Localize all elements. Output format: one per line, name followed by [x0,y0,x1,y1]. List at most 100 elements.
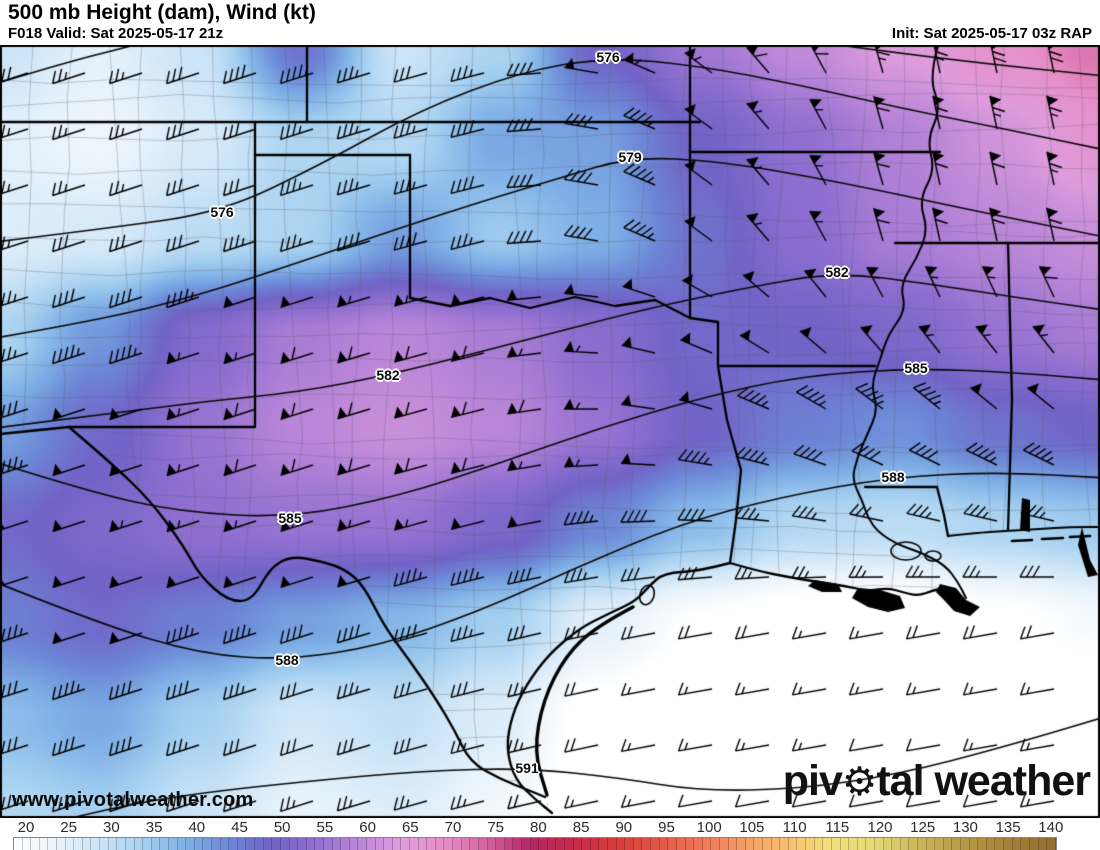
colorbar-cell [633,838,643,850]
colorbar-cell [1021,838,1030,850]
contour-label-588: 588 [275,652,299,668]
colorbar-cell [487,838,497,850]
colorbar-cell [384,838,393,850]
colorbar-tick-label: 100 [696,819,722,836]
contour-label-585: 585 [278,510,302,526]
colorbar-cell [496,838,505,850]
colorbar-cell [745,838,755,850]
colorbar-cell [401,838,411,850]
colorbar-tick-label: 45 [231,819,248,836]
colorbar-cell [849,838,858,850]
colorbar-tick-label: 110 [782,819,807,836]
colorbar-cell [444,838,454,850]
colorbar-cell [719,838,729,850]
colorbar-tick-label: 95 [658,819,675,836]
colorbar-cell [349,838,359,850]
colorbar-cell [900,838,910,850]
pivotal-weather-logo: piv⚙tal weather [782,757,1091,806]
colorbar-cell [728,838,738,850]
colorbar-cell [255,838,264,850]
colorbar-cell [797,838,807,850]
colorbar-tick-label: 35 [145,819,163,836]
colorbar-cell [573,838,583,850]
colorbar-cell [272,838,281,850]
colorbar-footer: 20 25 30 35 40 45 50 55 60 65 70 75 80 85 90 95 100 105 11… [0,818,1100,850]
colorbar-cell [315,838,324,850]
colorbar-cell [229,838,238,850]
init-time-label: Init: Sat 2025-05-17 03z RAP [891,25,1092,42]
colorbar-tick-label: 50 [273,819,291,836]
contour-label-582: 582 [376,367,400,383]
colorbar-cell [151,838,161,850]
colorbar-cell [909,838,918,850]
colorbar-cell [82,838,92,850]
colorbar-tick-labels: 20 25 30 35 40 45 50 55 60 65 70 75 80 85 90 95 100 105 11… [0,819,1100,836]
colorbar-cell [521,838,531,850]
colorbar-cell [676,838,686,850]
colorbar-cell [14,838,23,850]
colorbar-cell [599,838,609,850]
colorbar-cell [763,838,772,850]
colorbar-cell [952,838,962,850]
colorbar-cell [806,838,815,850]
colorbar-cell [306,838,316,850]
colorbar-cell [237,838,247,850]
colorbar-cell [117,838,126,850]
colorbar-cell [31,838,40,850]
contour-label-585: 585 [904,360,928,376]
colorbar-cell [780,838,789,850]
colorbar-tick-label: 65 [401,819,419,836]
logo-text: piv [782,757,843,805]
colorbar-cell [823,838,832,850]
colorbar-cell [978,838,987,850]
colorbar-tick-label: 85 [572,819,590,836]
colorbar-cell [935,838,944,850]
colorbar-cell [788,838,798,850]
colorbar-cell [926,838,936,850]
colorbar-cell [134,838,144,850]
colorbar-cell [608,838,617,850]
colorbar-cell [754,838,764,850]
colorbar-tick-label: 70 [444,819,462,836]
colorbar-cell [1029,838,1039,850]
colorbar-cell [840,838,850,850]
colorbar-cell [332,838,342,850]
colorbar-cell [659,838,669,850]
colorbar-cell [39,838,49,850]
colorbar-cell [392,838,402,850]
colorbar-cell [427,838,436,850]
colorbar-cell [943,838,953,850]
colorbar-tick-label: 130 [952,819,978,836]
colorbar-tick-label: 40 [188,819,206,836]
colorbar-cell [65,838,75,850]
colorbar-cell [168,838,178,850]
colorbar-cell [668,838,677,850]
colorbar-cell [100,838,109,850]
colorbar-cell [917,838,927,850]
colorbar-tick-label: 80 [530,819,547,836]
colorbar-cell [410,838,419,850]
colorbar-cell [547,838,557,850]
colorbar-cell [108,838,118,850]
colorbar-cell [694,838,703,850]
colorbar-cell [969,838,979,850]
colorbar-cell [48,838,58,850]
colorbar-cell [57,838,66,850]
colorbar-tick-label: 115 [825,819,850,836]
valid-time-label: F018 Valid: Sat 2025-05-17 21z [8,25,224,42]
colorbar-tick-label: 120 [867,819,893,836]
colorbar-cell [961,838,970,850]
colorbar-cell [565,838,574,850]
logo-text: tal weather [876,757,1091,805]
colorbar-cell [590,838,600,850]
colorbar-cell [22,838,32,850]
colorbar-cell [814,838,824,850]
colorbar-tick-label: 25 [60,819,78,836]
colorbar-cell [651,838,660,850]
contour-label-576: 576 [210,204,234,220]
colorbar-cell [995,838,1005,850]
colorbar-cell [986,838,996,850]
colorbar-cell [177,838,187,850]
colorbar-tick-label: 140 [1038,819,1064,836]
